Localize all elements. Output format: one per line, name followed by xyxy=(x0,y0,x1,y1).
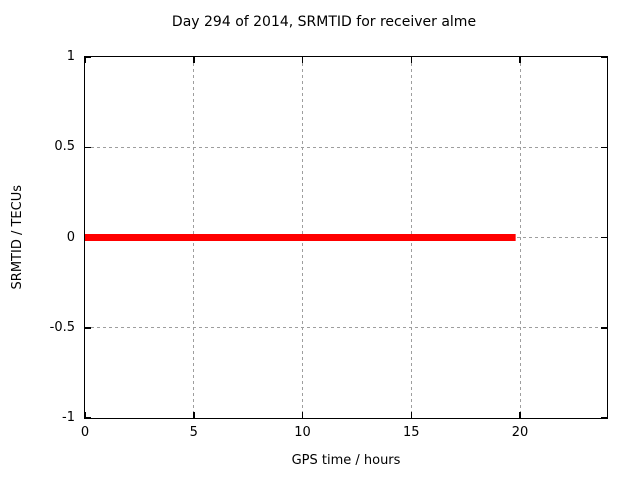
x-tick-label: 15 xyxy=(402,425,420,440)
plot-area xyxy=(84,56,608,419)
tick-mark-y xyxy=(85,146,91,148)
tick-mark-y xyxy=(601,146,607,148)
tick-mark-x xyxy=(410,412,412,418)
tick-mark-y xyxy=(85,56,91,58)
tick-mark-x xyxy=(301,412,304,418)
x-tick-label: 20 xyxy=(511,425,529,440)
x-axis-label: GPS time / hours xyxy=(291,453,401,468)
y-tick-label: 0 xyxy=(66,229,75,245)
tick-mark-y xyxy=(601,417,607,419)
series-layer xyxy=(85,234,516,241)
tick-mark-x xyxy=(193,412,195,418)
tick-mark-x xyxy=(193,57,195,63)
x-tick-label: 0 xyxy=(80,425,90,440)
x-tick-label: 5 xyxy=(189,425,198,440)
chart-title: Day 294 of 2014, SRMTID for receiver alm… xyxy=(171,14,477,30)
tick-mark-y xyxy=(601,56,607,58)
tick-mark-y xyxy=(85,327,91,329)
tick-mark-y xyxy=(601,236,607,239)
gridline-horizontal xyxy=(85,327,607,329)
tick-mark-x xyxy=(519,412,521,418)
tick-mark-x xyxy=(519,57,521,63)
y-tick-label: 1 xyxy=(66,49,75,64)
gridline-horizontal xyxy=(85,146,607,148)
y-tick-label: -1 xyxy=(62,410,75,425)
tick-mark-x xyxy=(301,57,304,63)
tick-mark-y xyxy=(85,417,91,419)
tick-mark-x xyxy=(84,57,86,63)
x-tick-label: 10 xyxy=(294,425,311,440)
y-tick-label: -0.5 xyxy=(49,319,75,335)
y-tick-label: 0.5 xyxy=(54,139,75,155)
tick-mark-x xyxy=(410,57,412,63)
tick-mark-y xyxy=(601,327,607,329)
tick-mark-x xyxy=(84,412,86,418)
